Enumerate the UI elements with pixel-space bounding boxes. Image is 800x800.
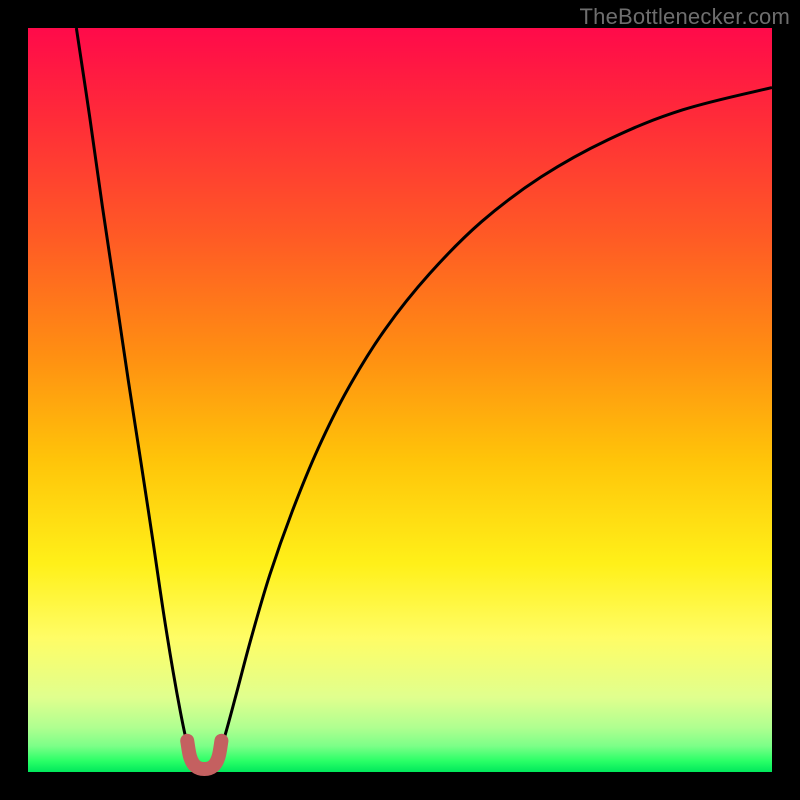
chart-container: TheBottlenecker.com (0, 0, 800, 800)
bottleneck-curve-chart (0, 0, 800, 800)
plot-background (28, 28, 772, 772)
watermark-label: TheBottlenecker.com (580, 4, 790, 30)
